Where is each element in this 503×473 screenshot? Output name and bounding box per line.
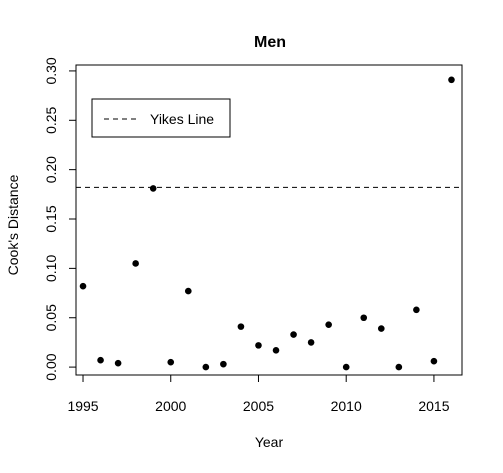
data-point — [114, 359, 122, 367]
x-tick-label: 2015 — [418, 398, 449, 414]
legend-box — [91, 98, 231, 138]
y-tick-label: 0.00 — [43, 353, 59, 380]
data-point — [290, 331, 297, 338]
legend-entry-yikes-line: Yikes Line — [150, 111, 214, 127]
data-point — [184, 287, 192, 295]
x-tick-label: 2005 — [243, 398, 274, 414]
data-point — [237, 323, 245, 330]
data-point — [202, 363, 210, 371]
data-point — [430, 357, 438, 365]
y-axis: 0.00 0.05 0.10 0.15 0.20 0.25 0.30 — [43, 57, 77, 381]
x-tick-label: 2010 — [331, 398, 362, 414]
data-point — [132, 260, 139, 267]
data-point — [377, 325, 385, 332]
y-axis-label: Cook's Distance — [5, 174, 21, 275]
y-tick-label: 0.15 — [43, 205, 59, 232]
data-point — [272, 347, 280, 354]
x-axis: 1995 2000 2005 2010 2015 — [67, 374, 450, 414]
x-tick-label: 1995 — [67, 398, 98, 414]
data-point — [360, 314, 368, 322]
y-tick-label: 0.30 — [43, 57, 59, 84]
data-point — [97, 356, 104, 364]
data-point — [307, 339, 315, 346]
y-tick-label: 0.20 — [43, 156, 59, 183]
chart-title: Men — [254, 34, 286, 51]
x-axis-label: Year — [255, 434, 284, 450]
x-tick-label: 2000 — [155, 398, 186, 414]
data-point — [79, 282, 87, 290]
data-point — [395, 363, 403, 371]
y-tick-label: 0.05 — [43, 304, 59, 331]
data-point — [342, 363, 350, 371]
data-point — [149, 185, 157, 192]
legend: Yikes Line — [91, 98, 231, 138]
data-points — [79, 76, 455, 371]
data-point — [413, 306, 420, 314]
y-tick-label: 0.10 — [43, 255, 59, 282]
data-point — [325, 321, 332, 328]
data-point — [220, 360, 227, 368]
data-point — [448, 76, 455, 84]
y-tick-label: 0.25 — [43, 106, 59, 133]
data-point — [167, 358, 175, 366]
data-point — [255, 342, 262, 349]
